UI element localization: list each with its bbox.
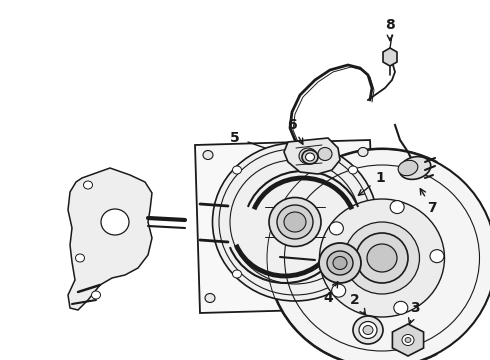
Polygon shape — [284, 138, 340, 174]
Ellipse shape — [83, 181, 93, 189]
Ellipse shape — [302, 150, 318, 164]
Ellipse shape — [344, 222, 419, 294]
Polygon shape — [68, 168, 152, 310]
Ellipse shape — [305, 153, 315, 161]
Ellipse shape — [327, 251, 353, 275]
Polygon shape — [195, 140, 378, 313]
Ellipse shape — [329, 222, 343, 235]
Ellipse shape — [232, 270, 242, 278]
Text: 5: 5 — [230, 131, 240, 145]
Ellipse shape — [332, 284, 345, 297]
Ellipse shape — [75, 254, 84, 262]
Ellipse shape — [348, 270, 358, 278]
Ellipse shape — [319, 243, 361, 283]
Ellipse shape — [363, 325, 373, 334]
Ellipse shape — [299, 148, 317, 164]
Ellipse shape — [405, 338, 411, 342]
Text: 8: 8 — [385, 18, 395, 41]
Ellipse shape — [390, 201, 404, 213]
Ellipse shape — [398, 160, 418, 176]
Ellipse shape — [358, 148, 368, 157]
Ellipse shape — [402, 334, 414, 346]
Text: 4: 4 — [323, 282, 338, 305]
Ellipse shape — [92, 291, 100, 299]
Ellipse shape — [203, 150, 213, 159]
Ellipse shape — [394, 301, 408, 314]
Text: 1: 1 — [358, 171, 385, 195]
Ellipse shape — [353, 316, 383, 344]
Ellipse shape — [399, 157, 431, 179]
Ellipse shape — [284, 212, 306, 232]
Ellipse shape — [360, 296, 370, 305]
Polygon shape — [383, 48, 397, 66]
Text: 3: 3 — [409, 301, 420, 324]
Text: 6: 6 — [287, 118, 303, 144]
Ellipse shape — [319, 199, 444, 317]
Ellipse shape — [430, 249, 444, 263]
Ellipse shape — [101, 209, 129, 235]
Ellipse shape — [359, 321, 377, 338]
Ellipse shape — [268, 149, 490, 360]
Text: 2: 2 — [350, 293, 366, 315]
Ellipse shape — [356, 233, 408, 283]
Ellipse shape — [269, 198, 321, 247]
Ellipse shape — [318, 148, 332, 161]
Ellipse shape — [232, 166, 242, 174]
Text: 7: 7 — [420, 189, 437, 215]
Polygon shape — [392, 324, 423, 356]
Ellipse shape — [348, 166, 358, 174]
Ellipse shape — [213, 143, 377, 301]
Ellipse shape — [205, 293, 215, 302]
Ellipse shape — [277, 205, 313, 239]
Ellipse shape — [333, 256, 347, 270]
Ellipse shape — [367, 244, 397, 272]
